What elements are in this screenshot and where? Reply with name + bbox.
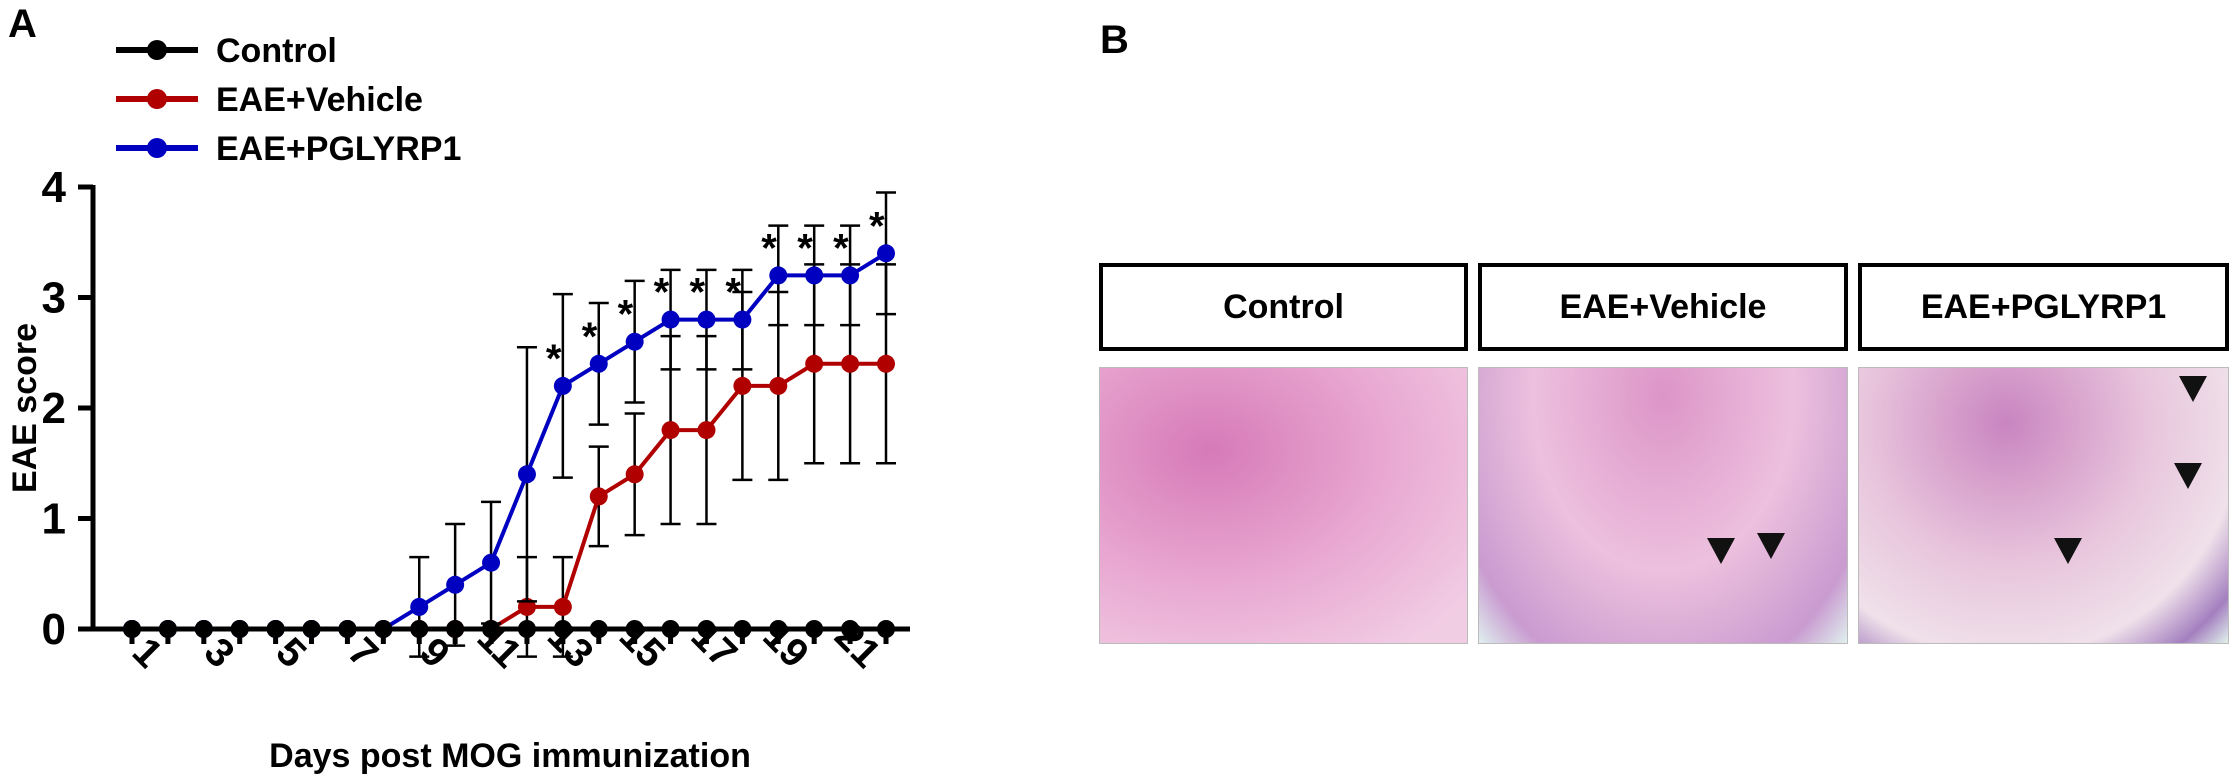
x-axis-title: Days post MOG immunization [269,737,751,775]
data-point [769,376,788,395]
data-point [517,620,536,638]
data-point [877,244,895,263]
data-point [661,620,680,638]
data-point [805,620,824,638]
significance-star: * [654,271,670,315]
legend-marker [147,40,167,60]
data-point [230,620,249,638]
data-point [123,620,141,638]
data-point [158,620,177,638]
significance-star: * [869,204,885,248]
significance-star: * [546,337,562,381]
arrowhead-icon [1757,533,1785,559]
data-point [374,620,393,638]
histology-image-control [1099,367,1468,644]
data-point [769,266,788,285]
y-axis-title: EAE score [6,323,44,493]
data-point [482,553,501,572]
y-tick-label: 1 [42,495,66,544]
data-point [589,354,608,373]
data-point [661,421,680,440]
label-eae-pglyrp1: EAE+PGLYRP1 [1858,263,2229,351]
arrowhead-icon [1707,538,1735,564]
data-point [266,620,285,638]
panel-label-a: A [8,2,37,46]
legend-marker [147,138,167,158]
data-point [733,620,752,638]
data-point [625,332,644,351]
data-point [553,376,572,395]
data-point [194,620,213,638]
data-point [805,354,824,373]
data-point [841,620,860,638]
legend-marker [147,89,167,109]
data-point [805,266,824,285]
legend-label-0: Control [216,32,337,70]
histology-image-eae-pglyrp1 [1858,367,2229,644]
data-point [338,620,357,638]
data-point [841,266,860,285]
significance-star: * [582,315,598,359]
histology-image-eae-vehicle [1478,367,1848,644]
significance-star: * [618,293,634,337]
data-point [733,310,752,329]
data-point [733,376,752,395]
data-point [553,597,572,616]
data-point [625,465,644,484]
data-point [697,421,716,440]
data-point [625,620,644,638]
data-point [877,354,895,373]
data-point [769,620,788,638]
legend-label-1: EAE+Vehicle [216,81,423,119]
y-tick-label: 2 [42,384,66,433]
significance-star: * [761,226,777,270]
y-tick-label: 3 [42,274,66,323]
arrowhead-icon [2054,538,2082,564]
data-point [410,620,429,638]
y-tick-label: 0 [42,605,66,654]
significance-star: * [725,271,741,315]
legend-label-2: EAE+PGLYRP1 [216,130,461,168]
significance-star: * [689,271,705,315]
data-point [302,620,321,638]
label-eae-vehicle: EAE+Vehicle [1478,263,1848,351]
significance-star: * [797,226,813,270]
panel-label-b: B [1100,18,1129,62]
arrowhead-icon [2174,463,2202,489]
significance-star: * [833,226,849,270]
data-point [446,620,465,638]
label-control: Control [1099,263,1468,351]
y-tick-label: 4 [42,163,67,212]
data-point [553,620,572,638]
data-point [841,354,860,373]
data-point [589,487,608,506]
data-point [697,620,716,638]
data-point [697,310,716,329]
data-point [482,620,501,638]
series-line-1 [132,361,886,631]
series-line-2 [132,251,888,631]
data-point [410,597,429,616]
arrowhead-icon [2179,376,2207,402]
data-point [589,620,608,638]
data-point [877,620,895,638]
data-point [517,465,536,484]
data-point [446,575,465,594]
data-point [661,310,680,329]
